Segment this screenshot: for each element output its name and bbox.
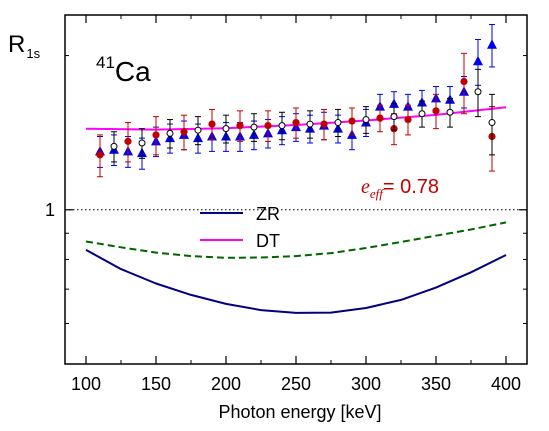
y-tick-label: 1	[45, 200, 55, 220]
y-axis-label-main: R	[8, 31, 25, 58]
data-point-circle-open	[446, 97, 454, 128]
marker-circle	[404, 115, 412, 124]
marker-circle	[460, 77, 468, 86]
dashed-curve	[85, 221, 507, 259]
marker-triangle	[389, 98, 399, 108]
marker-circle	[292, 118, 300, 127]
legend: ZR DT	[200, 204, 280, 251]
efficiency-symbol: e	[361, 176, 370, 198]
marker-circle	[432, 107, 440, 115]
x-tick-label: 100	[71, 374, 101, 394]
data-point-circle-filled	[376, 104, 384, 133]
data-point-circle-filled	[292, 107, 300, 139]
efficiency-value: = 0.78	[383, 176, 439, 198]
data-point-circle-open	[194, 116, 202, 146]
data-point-circle-filled	[264, 110, 272, 142]
data-point-circle-open	[418, 100, 426, 128]
marker-circle	[264, 121, 272, 130]
data-point-circle-filled	[236, 110, 244, 142]
data-point-circle-filled	[152, 116, 160, 156]
marker-open-circle	[446, 108, 454, 116]
data-point-circle-filled	[96, 134, 104, 178]
marker-circle	[152, 131, 160, 139]
x-tick-label: 150	[141, 374, 171, 394]
marker-open-circle	[474, 88, 482, 96]
marker-open-circle	[250, 123, 258, 131]
efficiency-subscript: eff	[370, 186, 385, 201]
data-point-circle-filled	[180, 114, 188, 151]
data-point-layer	[95, 23, 497, 178]
marker-circle	[124, 137, 132, 145]
data-point-circle-filled	[124, 122, 132, 163]
data-point-circle-open	[362, 106, 370, 134]
data-point-triangle-filled	[487, 23, 497, 68]
data-point-circle-open	[334, 108, 342, 138]
marker-open-circle	[390, 113, 398, 121]
y-axis-label-subscript: 1s	[26, 46, 40, 61]
legend-label-zr: ZR	[256, 204, 280, 224]
data-point-circle-filled	[404, 104, 412, 136]
marker-open-circle	[110, 142, 118, 150]
marker-open-circle	[166, 129, 174, 137]
data-point-circle-open	[250, 113, 258, 142]
marker-open-circle	[418, 110, 426, 118]
y-axis-label: R1s	[8, 31, 41, 61]
marker-circle	[96, 151, 104, 159]
x-tick-label: 300	[351, 374, 381, 394]
x-axis-label: Photon energy [keV]	[218, 402, 381, 422]
marker-open-circle	[306, 120, 314, 128]
data-point-circle-open	[474, 68, 482, 118]
x-tick-label: 400	[491, 374, 521, 394]
marker-open-circle	[138, 139, 146, 147]
x-tick-label: 350	[421, 374, 451, 394]
marker-circle	[320, 120, 328, 128]
marker-circle	[236, 121, 244, 130]
efficiency-annotation: eeff= 0.78	[361, 176, 439, 201]
data-point-circle-open	[488, 93, 496, 156]
nucleus-symbol: Ca	[115, 56, 151, 87]
data-point-circle-filled	[460, 52, 468, 115]
marker-triangle	[473, 55, 483, 66]
marker-circle	[180, 128, 188, 136]
data-point-circle-filled	[348, 107, 356, 136]
marker-triangle	[487, 39, 497, 49]
data-point-circle-open	[138, 128, 146, 159]
zr-curve	[85, 249, 507, 314]
marker-open-circle	[278, 122, 286, 130]
legend-label-dt: DT	[256, 231, 280, 251]
data-point-circle-open	[306, 110, 314, 139]
data-point-circle-filled	[432, 93, 440, 130]
data-point-circle-open	[278, 111, 286, 141]
nucleus-mass-number: 41	[96, 53, 115, 72]
data-point-circle-open	[222, 114, 230, 144]
marker-circle	[208, 120, 216, 128]
data-point-circle-open	[166, 119, 174, 149]
data-point-circle-filled	[320, 108, 328, 141]
nucleus-label: 41Ca	[96, 53, 151, 87]
data-point-circle-filled	[208, 108, 216, 141]
marker-open-circle	[194, 126, 202, 134]
data-point-circle-open	[110, 131, 118, 163]
marker-circle	[348, 117, 356, 125]
marker-open-circle	[334, 119, 342, 127]
data-point-circle-open	[390, 103, 398, 131]
marker-open-circle	[362, 116, 370, 124]
marker-open-circle	[488, 119, 496, 127]
x-tick-label: 250	[281, 374, 311, 394]
marker-circle	[376, 114, 384, 122]
marker-open-circle	[222, 125, 230, 133]
x-tick-label: 200	[211, 374, 241, 394]
axis-layer: 100 150 200 250 300 350 400 1	[45, 15, 527, 394]
